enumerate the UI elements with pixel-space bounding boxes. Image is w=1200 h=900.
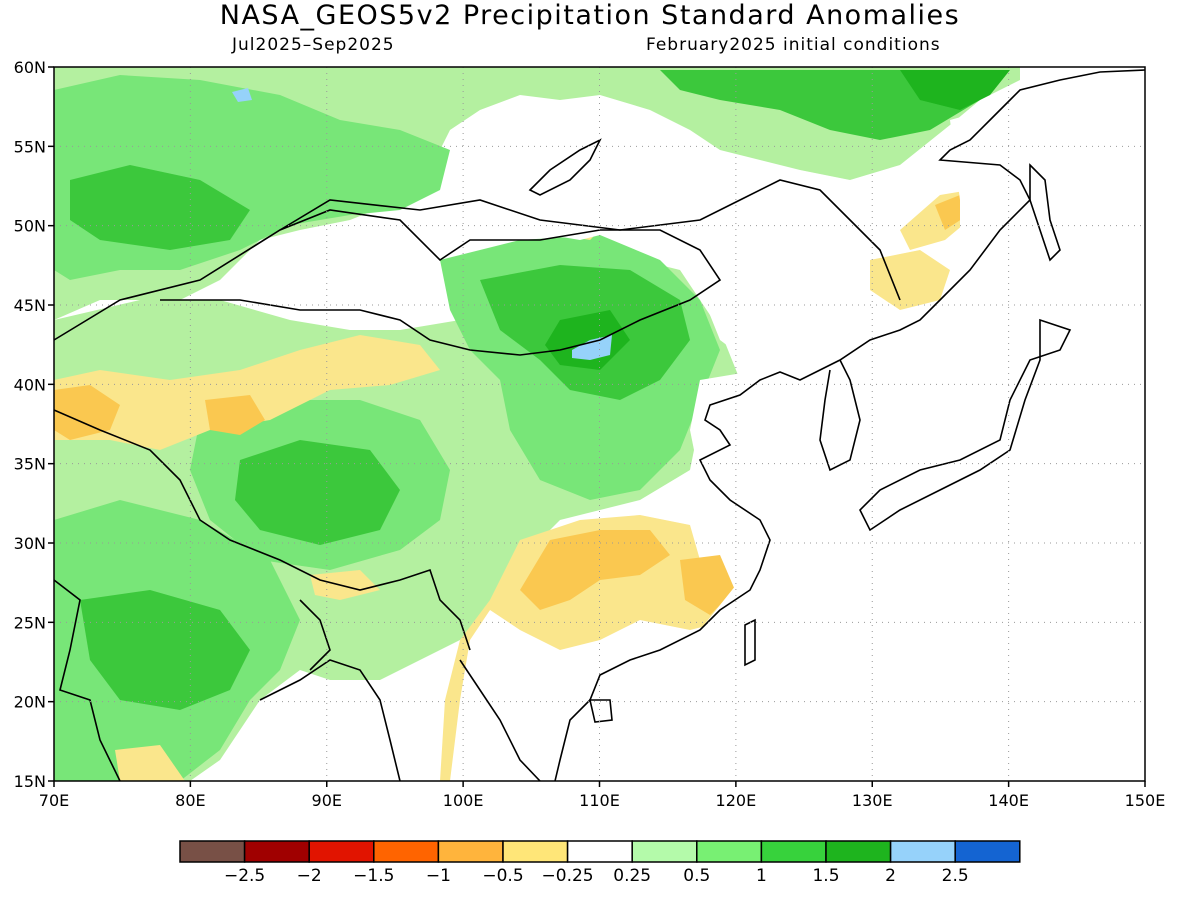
anomaly-region-tibet-midgreen bbox=[235, 440, 400, 545]
colorbar-label: −2.5 bbox=[224, 866, 265, 886]
colorbar-label: 0.5 bbox=[683, 866, 710, 886]
colorbar-label: −0.5 bbox=[482, 866, 523, 886]
colorbar-swatch bbox=[308, 840, 375, 863]
lon-tick-label: 110E bbox=[579, 791, 620, 810]
coastline-taiwan bbox=[744, 618, 756, 667]
colorbar-swatch bbox=[502, 840, 569, 863]
coastline-korea bbox=[819, 359, 861, 472]
lat-tick-label: 55N bbox=[14, 137, 46, 156]
anomaly-region-south-china-dry bbox=[440, 515, 730, 781]
lon-tick-label: 120E bbox=[716, 791, 757, 810]
anomaly-region-himalaya-dry bbox=[310, 570, 380, 600]
colorbar-label: 1 bbox=[756, 866, 767, 886]
anomaly-region-india-midgreen bbox=[80, 590, 250, 710]
map-title: NASA_GEOS5v2 Precipitation Standard Anom… bbox=[219, 0, 961, 31]
anomaly-region-tarim-dry-core bbox=[205, 395, 265, 435]
longitude-axis: 70E 80E 90E 100E 110E 120E 130E 140E 150E bbox=[39, 781, 1166, 810]
colorbar-swatch bbox=[437, 840, 504, 863]
lon-tick-label: 100E bbox=[443, 791, 484, 810]
gridlines bbox=[54, 67, 1145, 781]
lake-baikal bbox=[528, 138, 602, 196]
lat-tick-label: 30N bbox=[14, 534, 46, 553]
border-china-south bbox=[54, 409, 471, 651]
anomaly-region-kazakh-midgreen bbox=[70, 165, 250, 250]
coastline-east-asia bbox=[554, 69, 1145, 781]
lat-tick-label: 60N bbox=[14, 58, 46, 77]
lon-tick-label: 130E bbox=[852, 791, 893, 810]
anomaly-region-north-darkgreen bbox=[900, 70, 1010, 110]
colorbar-swatch bbox=[179, 840, 246, 863]
border-russia-mongolia bbox=[279, 179, 901, 301]
lon-tick-label: 80E bbox=[175, 791, 205, 810]
anomaly-region-baikal-wet-extreme bbox=[232, 88, 252, 102]
lat-tick-label: 20N bbox=[14, 693, 46, 712]
lat-tick-label: 35N bbox=[14, 455, 46, 474]
forecast-period: Jul2025–Sep2025 bbox=[232, 35, 395, 55]
colorbar-swatch bbox=[243, 840, 310, 863]
anomaly-map: 70E 80E 90E 100E 110E 120E 130E 140E 150E 15N 20N… bbox=[14, 58, 1166, 810]
coastline-hainan bbox=[588, 699, 613, 723]
coastlines bbox=[54, 69, 1145, 781]
lat-tick-label: 40N bbox=[14, 375, 46, 394]
anomaly-region-neutral-north-china bbox=[560, 350, 980, 781]
colorbar-swatch bbox=[566, 840, 633, 863]
colorbar-label: 1.5 bbox=[812, 866, 839, 886]
coastline-japan bbox=[859, 318, 1072, 532]
colorbar-label: −1 bbox=[426, 866, 451, 886]
colorbar-swatch bbox=[696, 840, 763, 863]
anomaly-region-sakhalin-dry-core bbox=[935, 195, 968, 230]
anomaly-region-indochina-dry bbox=[115, 745, 185, 781]
colorbar-swatch bbox=[889, 840, 956, 863]
colorbar-swatch bbox=[373, 840, 440, 863]
anomaly-region-neutral-manchuria bbox=[700, 190, 870, 370]
colorbar-label: 2 bbox=[885, 866, 896, 886]
colorbar-swatch bbox=[631, 840, 698, 863]
colorbar-swatch bbox=[954, 840, 1021, 863]
anomaly-region-neutral-mongolia bbox=[460, 120, 720, 240]
colorbar-swatches bbox=[179, 840, 1021, 863]
lon-tick-label: 140E bbox=[988, 791, 1029, 810]
colorbar-label: 0.25 bbox=[613, 866, 651, 886]
lat-tick-label: 45N bbox=[14, 296, 46, 315]
colorbar-label: −0.25 bbox=[542, 866, 594, 886]
lon-tick-label: 70E bbox=[39, 791, 69, 810]
anomaly-region-mongolia-wet-extreme bbox=[572, 335, 612, 360]
lat-tick-label: 15N bbox=[14, 772, 46, 791]
border-china-north bbox=[54, 209, 722, 356]
coastline-india bbox=[54, 579, 121, 781]
lon-tick-label: 150E bbox=[1125, 791, 1166, 810]
colorbar-swatch bbox=[760, 840, 827, 863]
anomaly-region-central-asia-dry-core bbox=[54, 385, 120, 440]
initial-conditions-label: February2025 initial conditions bbox=[646, 35, 941, 55]
latitude-axis: 15N 20N 25N 30N 35N 40N 45N 50N 55N 60N bbox=[14, 58, 54, 791]
lat-tick-label: 50N bbox=[14, 217, 46, 236]
anomaly-field bbox=[54, 67, 1145, 781]
lon-tick-label: 90E bbox=[312, 791, 342, 810]
anomaly-region-manchuria-dry bbox=[870, 250, 950, 310]
coastline-sakhalin bbox=[1029, 163, 1061, 262]
coastline-gulf-tonkin bbox=[459, 659, 541, 781]
colorbar-labels: −2.5 −2 −1.5 −1 −0.5 −0.25 0.25 0.5 1 1.5 2 2.5 bbox=[224, 866, 969, 886]
anomaly-region-sea-dry-core bbox=[680, 555, 735, 615]
anomaly-region-central-asia-dry bbox=[54, 335, 440, 450]
colorbar-label: −1.5 bbox=[353, 866, 394, 886]
colorbar-swatch bbox=[825, 840, 892, 863]
anomaly-region-south-china-dry-core bbox=[520, 530, 670, 610]
coastline-bay-of-bengal bbox=[259, 659, 401, 781]
anomaly-region-neutral-east bbox=[740, 67, 1145, 781]
border-india-bangladesh bbox=[299, 599, 331, 671]
colorbar-label: 2.5 bbox=[942, 866, 969, 886]
lat-tick-label: 25N bbox=[14, 613, 46, 632]
colorbar-label: −2 bbox=[297, 866, 322, 886]
